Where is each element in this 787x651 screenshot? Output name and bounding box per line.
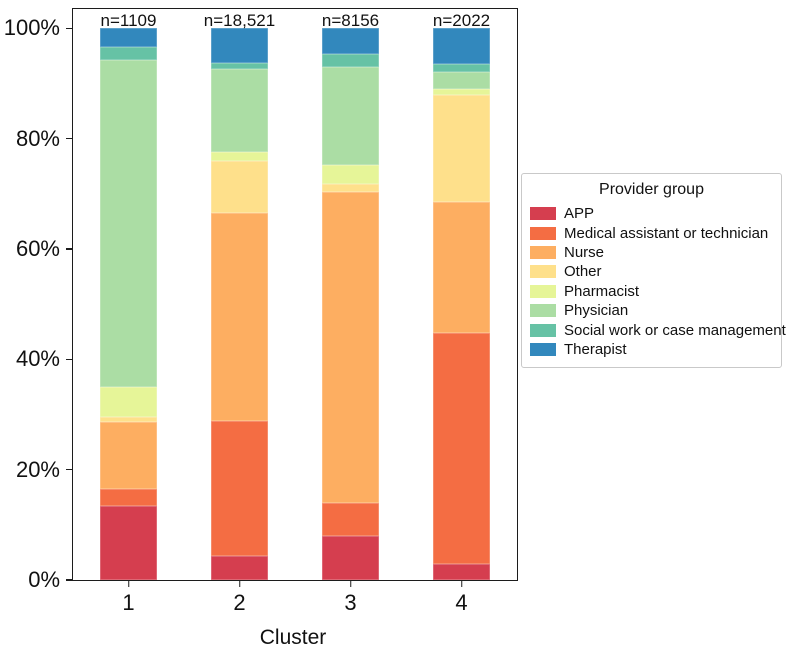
x-tick-mark	[349, 580, 352, 587]
legend-item-label: Medical assistant or technician	[564, 224, 769, 242]
y-tick-mark	[66, 579, 73, 581]
bar-segment	[100, 488, 157, 507]
y-tick-mark	[66, 358, 73, 361]
bar-cluster-2	[211, 9, 268, 580]
bar-segment	[211, 68, 268, 153]
legend-swatch-icon	[530, 265, 556, 279]
x-axis-title: Cluster	[259, 626, 327, 649]
legend-item-label: Nurse	[564, 243, 605, 261]
bar-segment	[322, 28, 379, 54]
legend-item: Social work or case management	[530, 320, 786, 339]
bar-segment	[100, 47, 157, 61]
bar-segment	[322, 535, 379, 580]
plot-area: n=1109 n=18,521 n=8156 n=2022 1 2 3 4 0% 20% 40%…	[4, 8, 518, 614]
bar-cluster-3	[322, 9, 379, 580]
legend-item: Pharmacist	[530, 282, 773, 301]
legend-item: Physician	[530, 301, 773, 320]
legend-title: Provider group	[599, 181, 704, 198]
legend-items: APP Medical assistant or technician Nurse O…	[530, 204, 786, 359]
legend-swatch-icon	[530, 207, 556, 221]
bar-segment	[100, 422, 157, 489]
bar-segment	[211, 556, 268, 580]
y-tick-mark	[66, 137, 73, 140]
bar-count-label: n=8156	[321, 11, 380, 30]
x-tick-mark	[127, 580, 130, 587]
x-tick-label: 3	[344, 590, 357, 615]
y-tick-label: 100%	[3, 15, 60, 41]
bar-segment	[322, 183, 379, 193]
legend-item: Nurse	[530, 243, 773, 262]
bar-segment	[433, 94, 490, 202]
y-tick-mark	[66, 27, 73, 30]
legend-swatch-icon	[530, 323, 556, 337]
bar-segment	[322, 165, 379, 184]
y-tick-mark	[66, 248, 73, 250]
y-tick-label: 20%	[15, 456, 60, 482]
bar-segment	[211, 28, 268, 63]
bar-segment	[100, 506, 157, 580]
bar-segment	[211, 161, 268, 214]
legend-item: Therapist	[530, 340, 773, 359]
legend-item: Medical assistant or technician	[530, 223, 773, 242]
legend-swatch-icon	[530, 226, 556, 240]
bar-segment	[433, 332, 490, 565]
bar-count-label: n=18,521	[203, 11, 276, 30]
bar-segment	[211, 421, 268, 557]
x-tick-label: 1	[122, 590, 135, 615]
legend-item-label: Physician	[564, 302, 629, 320]
x-tick-mark	[238, 580, 241, 587]
bar-segment	[433, 89, 490, 95]
legend-swatch-icon	[530, 342, 556, 356]
legend-item-label: Other	[564, 263, 602, 281]
x-tick-label: 2	[233, 590, 246, 615]
bar-segment	[433, 564, 490, 580]
legend-item: Other	[530, 262, 773, 281]
legend: Provider group APP Medical assistant or t…	[521, 173, 786, 369]
bar-segment	[322, 503, 379, 536]
bar-segment	[100, 28, 157, 48]
legend-item-label: Social work or case management	[564, 321, 786, 339]
bar-segment	[100, 386, 157, 418]
bar-segment	[433, 72, 490, 89]
legend-swatch-icon	[530, 245, 556, 259]
legend-item-label: Pharmacist	[564, 282, 640, 300]
bar-segment	[211, 152, 268, 162]
bar-segment	[433, 64, 490, 73]
bar-count-label: n=2022	[432, 11, 491, 30]
bar-segment	[433, 28, 490, 65]
legend-swatch-icon	[530, 304, 556, 318]
legend-item-label: Therapist	[564, 340, 627, 358]
bar-segment	[100, 60, 157, 387]
bar-segment	[211, 213, 268, 422]
y-tick-label: 80%	[15, 125, 60, 151]
bar-segment	[322, 192, 379, 504]
x-tick-mark	[460, 580, 463, 587]
bar-segment	[100, 417, 157, 423]
bar-count-label: n=1109	[100, 11, 157, 30]
bar-segment	[433, 201, 490, 333]
y-tick-mark	[66, 468, 73, 471]
bar-segment	[322, 66, 379, 166]
y-tick-label: 40%	[15, 346, 60, 372]
legend-item-label: APP	[564, 205, 595, 223]
legend-swatch-icon	[530, 284, 556, 298]
legend-item: APP	[530, 204, 773, 223]
bar-segment	[211, 62, 268, 69]
y-tick-label: 0%	[28, 567, 60, 592]
y-tick-label: 60%	[15, 236, 60, 261]
bar-segment	[322, 53, 379, 67]
bar-cluster-1	[100, 9, 157, 580]
x-tick-label: 4	[455, 590, 468, 615]
bar-cluster-4	[433, 9, 490, 580]
